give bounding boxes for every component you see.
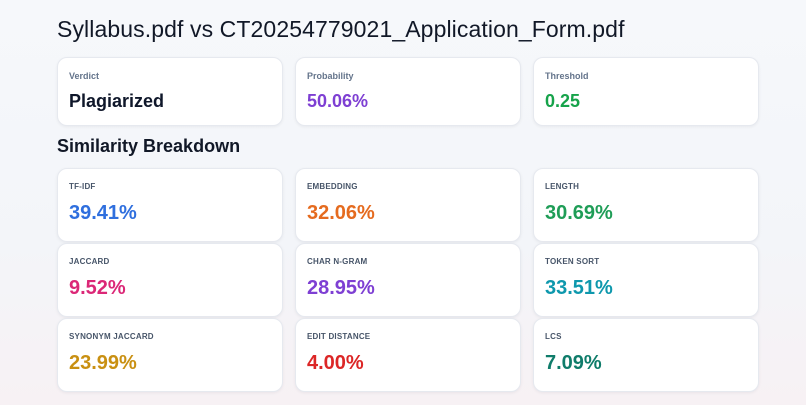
metric-card-token-sort: TOKEN SORT 33.51% — [533, 243, 759, 317]
page-title: Syllabus.pdf vs CT20254779021_Applicatio… — [57, 16, 625, 42]
metric-card-lcs: LCS 7.09% — [533, 318, 759, 392]
probability-value: 50.06% — [307, 91, 369, 111]
metric-label: EMBEDDING — [307, 182, 358, 191]
threshold-label: Threshold — [545, 71, 589, 81]
verdict-value: Plagiarized — [69, 91, 165, 111]
metric-label: LCS — [545, 332, 562, 341]
verdict-card: Verdict Plagiarized — [57, 57, 283, 126]
metric-value: 23.99% — [69, 352, 137, 374]
metric-card-tfidf: TF-IDF 39.41% — [57, 168, 283, 242]
metric-card-jaccard: JACCARD 9.52% — [57, 243, 283, 317]
metric-value: 39.41% — [69, 202, 137, 224]
metric-value: 7.09% — [545, 352, 602, 374]
section-title-similarity-breakdown: Similarity Breakdown — [57, 136, 241, 156]
metric-label: JACCARD — [69, 257, 110, 266]
metric-label: LENGTH — [545, 182, 580, 191]
metric-label: CHAR N-GRAM — [307, 257, 368, 266]
threshold-value: 0.25 — [545, 91, 581, 111]
metric-value: 4.00% — [307, 352, 364, 374]
metric-label: TOKEN SORT — [545, 257, 600, 266]
threshold-card: Threshold 0.25 — [533, 57, 759, 126]
metric-card-char-ngram: CHAR N-GRAM 28.95% — [295, 243, 521, 317]
metric-value: 9.52% — [69, 277, 126, 299]
metric-label: SYNONYM JACCARD — [69, 332, 154, 341]
verdict-label: Verdict — [69, 71, 100, 81]
metric-value: 30.69% — [545, 202, 613, 224]
probability-card: Probability 50.06% — [295, 57, 521, 126]
metric-card-edit-distance: EDIT DISTANCE 4.00% — [295, 318, 521, 392]
metric-value: 33.51% — [545, 277, 613, 299]
metric-label: EDIT DISTANCE — [307, 332, 371, 341]
probability-label: Probability — [307, 71, 354, 81]
metric-value: 28.95% — [307, 277, 375, 299]
metric-value: 32.06% — [307, 202, 375, 224]
metric-card-embedding: EMBEDDING 32.06% — [295, 168, 521, 242]
metric-label: TF-IDF — [69, 182, 96, 191]
metric-card-length: LENGTH 30.69% — [533, 168, 759, 242]
metric-card-synonym-jaccard: SYNONYM JACCARD 23.99% — [57, 318, 283, 392]
